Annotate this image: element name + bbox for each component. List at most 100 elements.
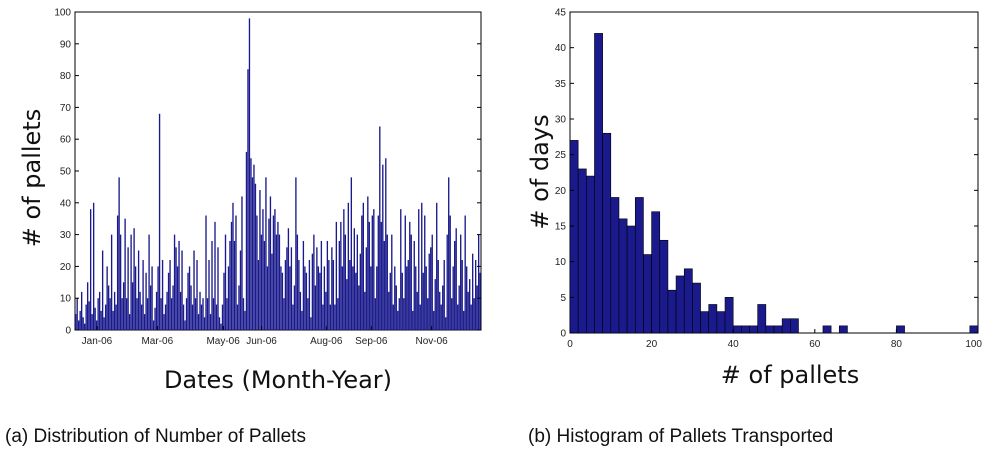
histogram-bar (765, 325, 775, 334)
chart-b-y-axis-title: # of days (526, 114, 554, 229)
bar (185, 298, 188, 330)
bar (416, 291, 418, 330)
bar (404, 215, 406, 330)
bar (356, 234, 359, 330)
bar (118, 177, 120, 330)
bar (401, 272, 403, 330)
x-tick-label: 100 (965, 339, 982, 350)
histogram-bar (838, 325, 848, 334)
bar (154, 307, 156, 330)
bar (299, 291, 302, 330)
bar (301, 310, 303, 330)
bar (355, 272, 357, 330)
bar (260, 234, 263, 330)
bar (115, 304, 117, 330)
bar (289, 266, 291, 330)
bar (364, 291, 366, 330)
bar (347, 202, 350, 330)
bar (104, 304, 107, 330)
bar (128, 314, 131, 330)
bar (131, 282, 134, 330)
bar (307, 298, 309, 330)
bar (476, 285, 478, 330)
bar (353, 228, 356, 330)
bar (433, 310, 435, 330)
bar (137, 250, 140, 330)
bar (439, 291, 441, 330)
bar (101, 250, 104, 330)
bar (146, 298, 149, 330)
bar (274, 209, 276, 330)
bar (188, 266, 191, 330)
bar (133, 228, 135, 330)
bar (371, 215, 373, 330)
bar (121, 298, 123, 330)
bar (248, 18, 251, 331)
bar (163, 314, 165, 330)
bar (136, 298, 138, 330)
chart-a-x-ticks: Jan-06 Mar-06 May-06 Jun-06 Aug-06 Sep-06 Nov-… (82, 326, 448, 347)
bar (359, 253, 361, 330)
bar (103, 317, 105, 330)
x-tick-label: 60 (809, 339, 821, 350)
bar (245, 151, 248, 330)
bar (460, 234, 462, 330)
y-tick-label: 10 (555, 257, 567, 268)
bar (317, 266, 320, 330)
bar (134, 266, 137, 330)
bar (334, 304, 336, 330)
bar (419, 304, 421, 330)
bar (236, 304, 239, 330)
chart-b: 0 5 10 15 20 25 30 35 40 45 0 20 40 60 80 100 # of pal… (526, 8, 982, 390)
histogram-bar (700, 311, 710, 334)
bar (337, 298, 339, 330)
bar (109, 298, 111, 330)
bar (253, 164, 255, 330)
bar (332, 260, 335, 330)
chart-a-bars (75, 18, 481, 331)
bar (190, 285, 192, 330)
bar (238, 285, 240, 330)
bar (172, 285, 174, 330)
bar (143, 314, 146, 330)
bar (383, 240, 385, 330)
bar (377, 215, 379, 330)
bar (179, 291, 182, 330)
bar (344, 234, 347, 330)
bar (145, 272, 147, 330)
bar (220, 323, 222, 330)
caption-b: (b) Histogram of Pallets Transported (528, 426, 834, 447)
bar (250, 158, 252, 330)
bar (203, 317, 206, 330)
bar (275, 234, 278, 330)
histogram-bar (577, 168, 587, 334)
bar (287, 228, 290, 330)
bar (418, 209, 420, 330)
y-tick-label: 0 (560, 329, 566, 340)
bar (214, 221, 216, 330)
bar (394, 266, 396, 330)
histogram-bar (675, 275, 685, 334)
y-tick-label: 20 (60, 262, 72, 273)
bar (244, 310, 246, 330)
bar (169, 260, 171, 330)
histogram-bar (708, 304, 718, 334)
chart-a-y-ticks: 0 10 20 30 40 50 60 70 80 90 100 (54, 8, 481, 337)
bar (346, 279, 348, 330)
chart-b-x-axis-title: # of pallets (721, 361, 859, 389)
y-tick-label: 5 (560, 293, 566, 304)
bar (329, 304, 332, 330)
bar (155, 291, 158, 330)
bar (358, 285, 360, 330)
bar (230, 221, 233, 330)
bar (448, 177, 450, 330)
bar (298, 260, 300, 330)
bar (388, 291, 390, 330)
bar (449, 215, 451, 330)
bar (365, 247, 367, 330)
bar (464, 215, 466, 330)
bar (200, 304, 203, 330)
bar (77, 320, 80, 330)
histogram-bar (683, 268, 693, 334)
bar (127, 247, 129, 330)
